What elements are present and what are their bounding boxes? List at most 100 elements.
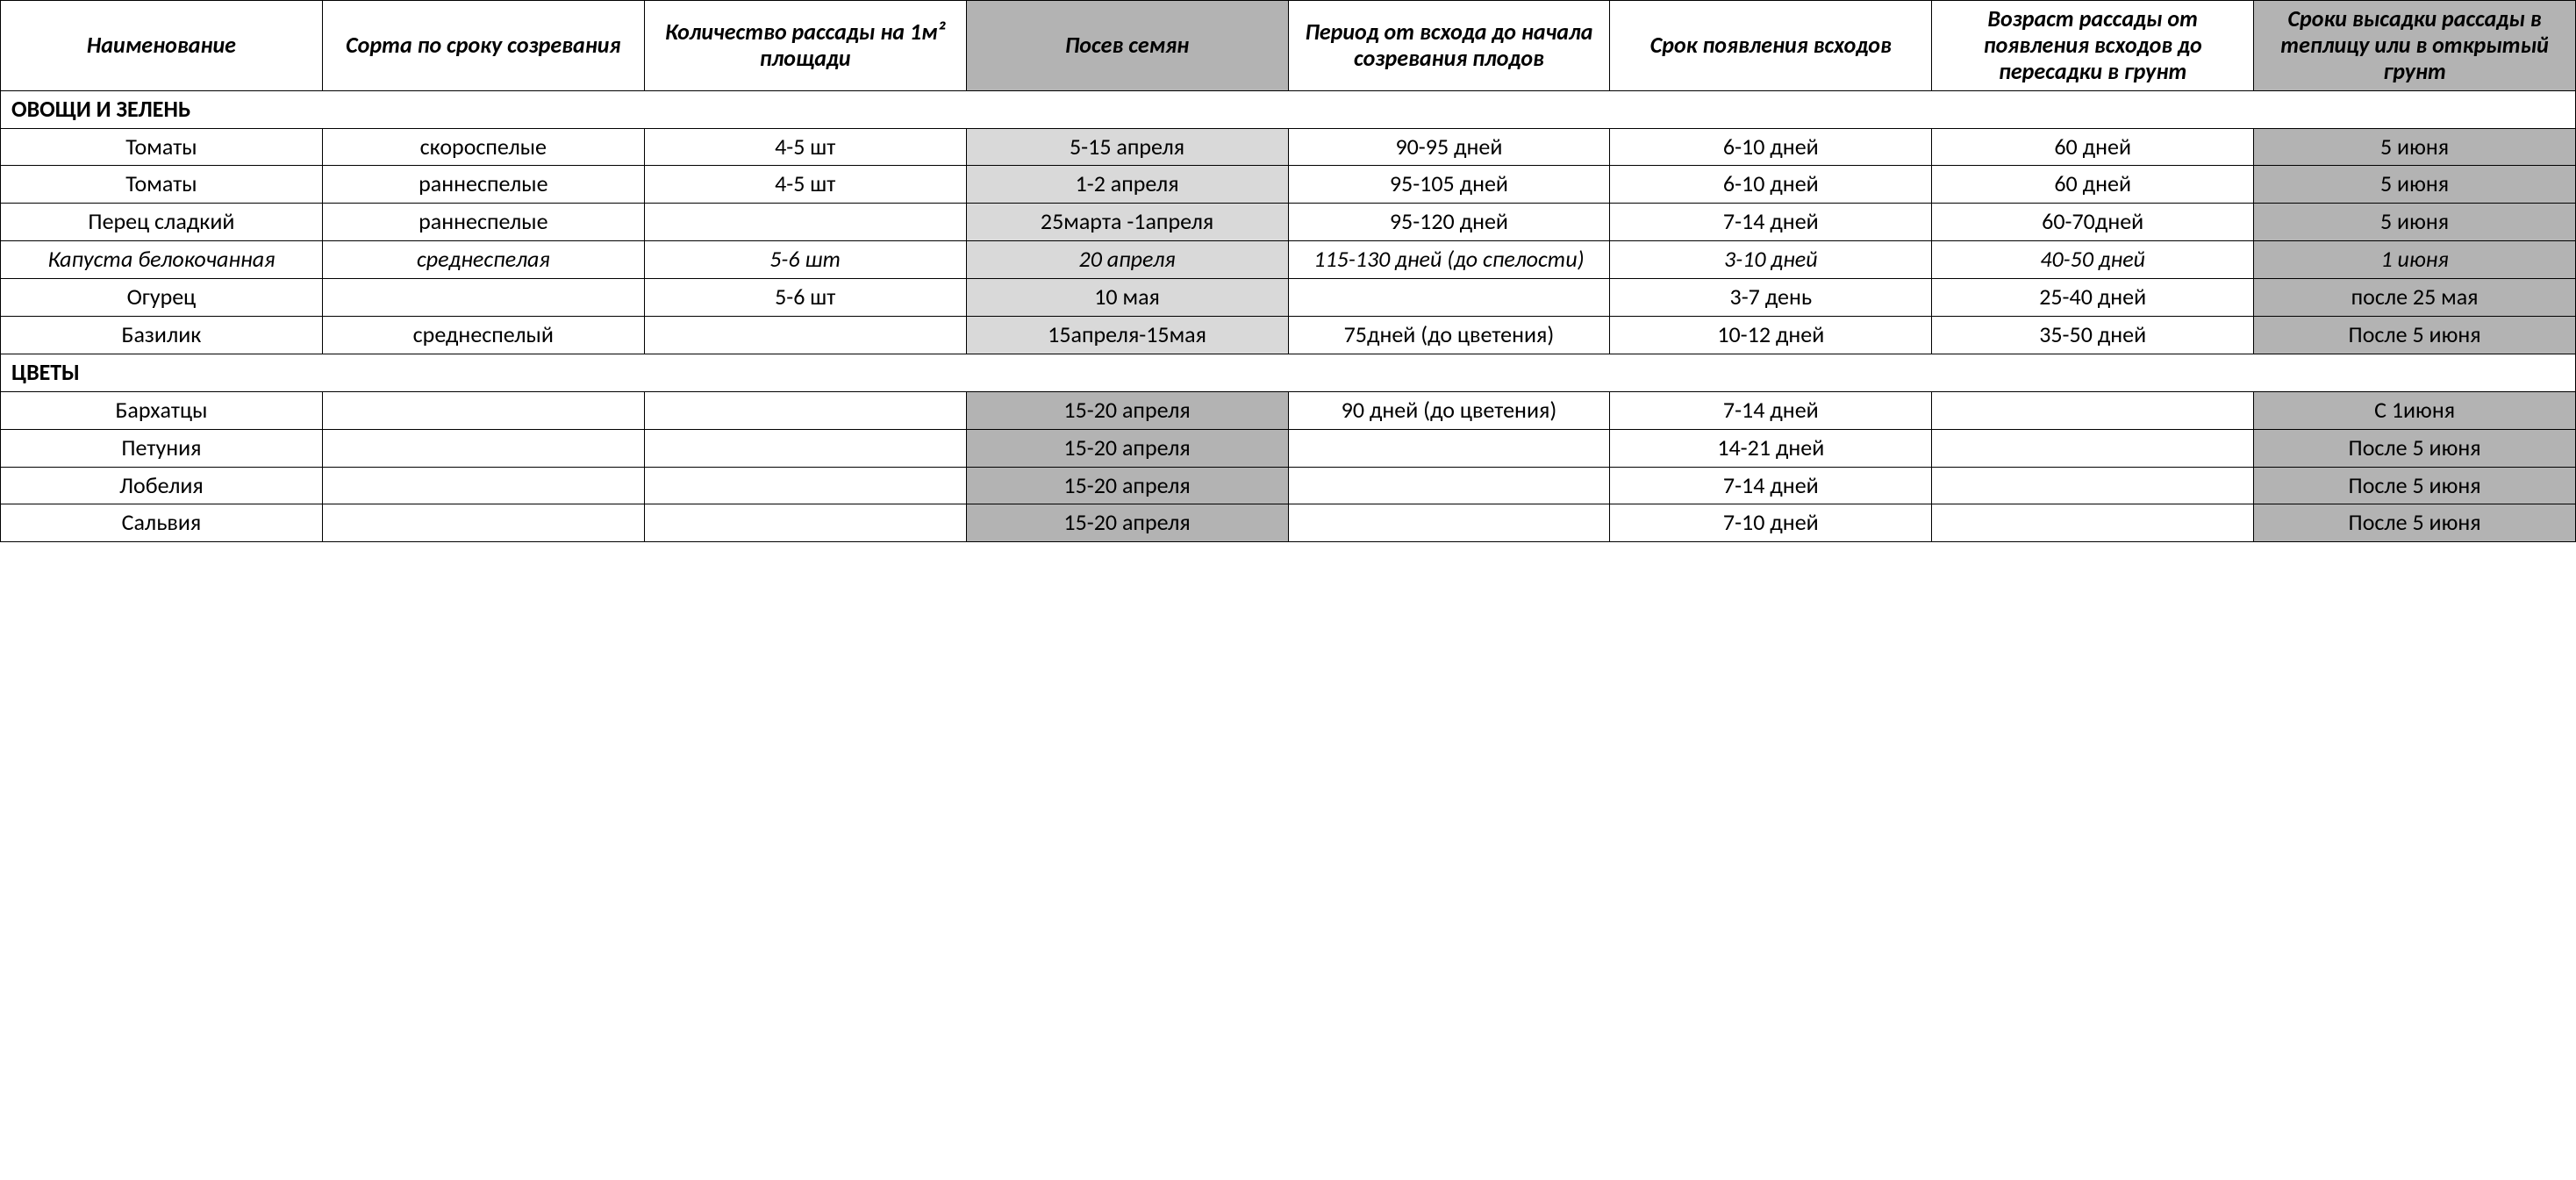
table-cell: Томаты bbox=[1, 128, 323, 166]
table-cell: 6-10 дней bbox=[1610, 166, 1932, 204]
table-cell bbox=[322, 504, 644, 542]
table-cell bbox=[644, 429, 966, 467]
col-header-name: Наименование bbox=[1, 1, 323, 91]
table-cell: 7-14 дней bbox=[1610, 467, 1932, 504]
table-cell: 7-14 дней bbox=[1610, 391, 1932, 429]
table-cell bbox=[644, 504, 966, 542]
table-cell: 15-20 апреля bbox=[966, 504, 1288, 542]
table-cell: 115-130 дней (до спелости) bbox=[1288, 241, 1610, 279]
table-cell: 15-20 апреля bbox=[966, 467, 1288, 504]
table-cell: С 1июня bbox=[2254, 391, 2576, 429]
table-row: Лобелия 15-20 апреля 7-14 дней После 5 июня bbox=[1, 467, 2576, 504]
table-cell: 5 июня bbox=[2254, 166, 2576, 204]
table-cell bbox=[322, 429, 644, 467]
table-row: Томатыскороспелые4-5 шт5-15 апреля90-95 … bbox=[1, 128, 2576, 166]
table-cell: 7-14 дней bbox=[1610, 204, 1932, 241]
section-header-row: ЦВЕТЫ bbox=[1, 354, 2576, 391]
table-cell: 35-50 дней bbox=[1932, 317, 2254, 354]
table-cell: 3-10 дней bbox=[1610, 241, 1932, 279]
col-header-transplant: Сроки высадки рассады в теплицу или в от… bbox=[2254, 1, 2576, 91]
header-row: Наименование Сорта по сроку созревания К… bbox=[1, 1, 2576, 91]
table-cell: После 5 июня bbox=[2254, 504, 2576, 542]
table-cell: После 5 июня bbox=[2254, 467, 2576, 504]
table-cell bbox=[1288, 467, 1610, 504]
table-cell bbox=[1932, 467, 2254, 504]
table-cell: 95-120 дней bbox=[1288, 204, 1610, 241]
table-cell: после 25 мая bbox=[2254, 279, 2576, 317]
table-cell: 60 дней bbox=[1932, 166, 2254, 204]
table-cell: 40-50 дней bbox=[1932, 241, 2254, 279]
table-row: Петуния 15-20 апреля 14-21 дней После 5 июн… bbox=[1, 429, 2576, 467]
table-cell: 5 июня bbox=[2254, 128, 2576, 166]
table-cell bbox=[644, 391, 966, 429]
table-cell: Базилик bbox=[1, 317, 323, 354]
table-cell: 90 дней (до цветения) bbox=[1288, 391, 1610, 429]
table-cell bbox=[1288, 504, 1610, 542]
col-header-age: Возраст рассады от появления всходов до … bbox=[1932, 1, 2254, 91]
table-cell: После 5 июня bbox=[2254, 317, 2576, 354]
table-cell: 25-40 дней bbox=[1932, 279, 2254, 317]
table-cell: 10 мая bbox=[966, 279, 1288, 317]
table-row: Капуста белокочаннаясреднеспелая5-6 шт20… bbox=[1, 241, 2576, 279]
table-cell: Томаты bbox=[1, 166, 323, 204]
table-cell: Лобелия bbox=[1, 467, 323, 504]
table-cell bbox=[644, 317, 966, 354]
table-cell: раннеспелые bbox=[322, 166, 644, 204]
table-cell: 3-7 день bbox=[1610, 279, 1932, 317]
table-row: Бархатцы 15-20 апреля90 дней (до цветения… bbox=[1, 391, 2576, 429]
table-cell: 20 апреля bbox=[966, 241, 1288, 279]
table-cell: 6-10 дней bbox=[1610, 128, 1932, 166]
table-cell: После 5 июня bbox=[2254, 429, 2576, 467]
table-cell: 7-10 дней bbox=[1610, 504, 1932, 542]
table-cell: 5-6 шт bbox=[644, 279, 966, 317]
section-header-row: ОВОЩИ И ЗЕЛЕНЬ bbox=[1, 90, 2576, 128]
table-cell: 15-20 апреля bbox=[966, 391, 1288, 429]
col-header-period: Период от всхода до начала созревания пл… bbox=[1288, 1, 1610, 91]
table-cell: 25марта -1апреля bbox=[966, 204, 1288, 241]
table-cell: 10-12 дней bbox=[1610, 317, 1932, 354]
table-cell: 75дней (до цветения) bbox=[1288, 317, 1610, 354]
table-row: Томатыраннеспелые4-5 шт1-2 апреля95-105 … bbox=[1, 166, 2576, 204]
table-cell: Сальвия bbox=[1, 504, 323, 542]
table-cell: 15апреля-15мая bbox=[966, 317, 1288, 354]
table-head: Наименование Сорта по сроку созревания К… bbox=[1, 1, 2576, 91]
table-cell: 5 июня bbox=[2254, 204, 2576, 241]
table-cell bbox=[322, 279, 644, 317]
planting-schedule-table: Наименование Сорта по сроку созревания К… bbox=[0, 0, 2576, 542]
table-cell: Петуния bbox=[1, 429, 323, 467]
table-cell bbox=[1932, 391, 2254, 429]
table-cell: 60-70дней bbox=[1932, 204, 2254, 241]
table-cell bbox=[1288, 429, 1610, 467]
table-cell: 1 июня bbox=[2254, 241, 2576, 279]
table-cell: 14-21 дней bbox=[1610, 429, 1932, 467]
table-cell: среднеспелая bbox=[322, 241, 644, 279]
section-title: ОВОЩИ И ЗЕЛЕНЬ bbox=[1, 90, 2576, 128]
table-row: Сальвия 15-20 апреля 7-10 дней После 5 июня bbox=[1, 504, 2576, 542]
table-cell: среднеспелый bbox=[322, 317, 644, 354]
table-cell bbox=[322, 467, 644, 504]
table-row: Базиликсреднеспелый 15апреля-15мая75дней … bbox=[1, 317, 2576, 354]
table-cell: Огурец bbox=[1, 279, 323, 317]
table-body: ОВОЩИ И ЗЕЛЕНЬТоматыскороспелые4-5 шт5-1… bbox=[1, 90, 2576, 542]
table-cell: Капуста белокочанная bbox=[1, 241, 323, 279]
table-row: Перец сладкийраннеспелые 25марта -1апреля… bbox=[1, 204, 2576, 241]
col-header-quantity: Количество рассады на 1м² площади bbox=[644, 1, 966, 91]
table-cell: 5-6 шт bbox=[644, 241, 966, 279]
col-header-variety: Сорта по сроку созревания bbox=[322, 1, 644, 91]
table-cell: 5-15 апреля bbox=[966, 128, 1288, 166]
table-cell: скороспелые bbox=[322, 128, 644, 166]
table-cell: 4-5 шт bbox=[644, 166, 966, 204]
col-header-germination: Срок появления всходов bbox=[1610, 1, 1932, 91]
table-cell: Бархатцы bbox=[1, 391, 323, 429]
table-cell bbox=[322, 391, 644, 429]
table-cell: Перец сладкий bbox=[1, 204, 323, 241]
table-cell bbox=[1932, 429, 2254, 467]
table-cell: 4-5 шт bbox=[644, 128, 966, 166]
table-cell: 90-95 дней bbox=[1288, 128, 1610, 166]
table-cell: раннеспелые bbox=[322, 204, 644, 241]
table-cell: 15-20 апреля bbox=[966, 429, 1288, 467]
table-row: Огурец 5-6 шт10 мая 3-7 день25-40 днейпосл… bbox=[1, 279, 2576, 317]
col-header-sowing: Посев семян bbox=[966, 1, 1288, 91]
table-cell bbox=[644, 204, 966, 241]
table-cell bbox=[1288, 279, 1610, 317]
